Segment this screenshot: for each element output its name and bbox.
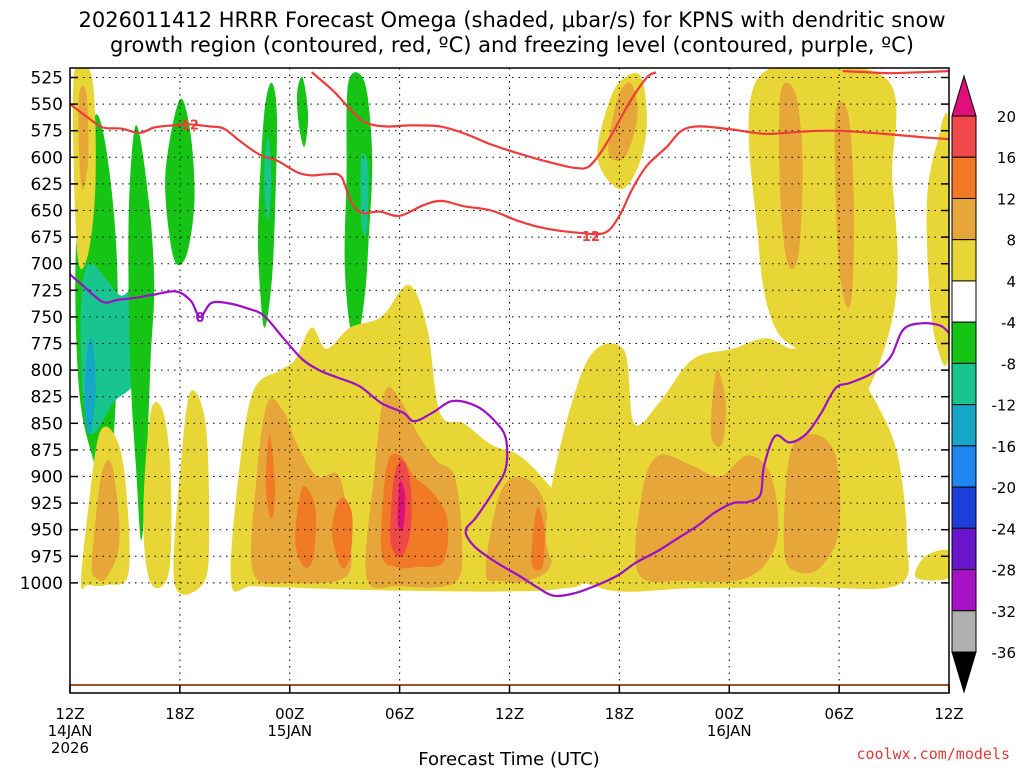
y-tick-label: 625 xyxy=(31,175,63,195)
omega-region-descent-right-orange-c xyxy=(710,369,726,447)
x-tick-label: 12Z xyxy=(934,705,963,723)
chart-title-line-2: growth region (contoured, red, ºC) and f… xyxy=(110,33,914,57)
colorbar-label: 20 xyxy=(997,108,1016,126)
x-tick-label: 12Z xyxy=(55,705,84,723)
omega-region-descent-late-upper-orange-a xyxy=(779,82,803,269)
colorbar-segment xyxy=(951,610,977,653)
colorbar-segment xyxy=(951,239,977,282)
y-tick-label: 525 xyxy=(31,69,63,89)
omega-region-ascent-column-6-core xyxy=(360,153,369,236)
omega-region-descent-dark-orange-c xyxy=(331,497,353,569)
colorbar-label: 8 xyxy=(1006,232,1016,250)
colorbar-label: 12 xyxy=(997,190,1016,208)
colorbar-segment xyxy=(951,569,977,612)
x-tick-label: 06Z xyxy=(385,705,414,723)
x-tick-date: 14JAN xyxy=(48,722,93,740)
omega-region-descent-dark-orange-b xyxy=(295,486,317,568)
y-tick-label: 950 xyxy=(31,521,63,541)
omega-region-ascent-column-6 xyxy=(344,72,373,341)
omega-region-ascent-column-2 xyxy=(128,125,155,541)
y-tick-label: 675 xyxy=(31,228,63,248)
omega-region-descent-low-3 xyxy=(173,390,210,595)
colorbar-label: 4 xyxy=(1006,273,1016,291)
colorbar-segment xyxy=(951,486,977,529)
y-tick-label: 550 xyxy=(31,95,63,115)
colorbar-label: 16 xyxy=(997,149,1016,167)
freezing-contour-label: 0 xyxy=(195,311,204,326)
x-axis-title: Forecast Time (UTC) xyxy=(418,749,599,768)
omega-region-descent-late-right xyxy=(926,112,949,366)
omega-region-descent-dark-orange-e xyxy=(531,507,545,571)
x-tick-date: 16JAN xyxy=(707,722,752,740)
chart-title-line-1: 2026011412 HRRR Forecast Omega (shaded, … xyxy=(78,8,946,32)
omega-region-descent-dark-orange-a xyxy=(265,433,276,520)
colorbar-segment xyxy=(951,527,977,571)
colorbar-label: -16 xyxy=(992,438,1017,456)
y-tick-label: 925 xyxy=(31,494,63,514)
omega-region-descent-late-right-bottom xyxy=(915,549,949,581)
colorbar-label: -12 xyxy=(992,397,1017,415)
y-tick-label: 975 xyxy=(31,547,63,567)
omega-region-ascent-column-5 xyxy=(296,76,309,147)
y-tick-label: 750 xyxy=(31,308,63,328)
omega-region-ascent-column-3 xyxy=(165,98,195,266)
x-tick-label: 00Z xyxy=(275,705,304,723)
y-tick-label: 775 xyxy=(31,335,63,355)
omega-region-descent-magenta xyxy=(397,480,406,531)
dgz-contour-dgz-lower xyxy=(310,71,657,170)
dgz-contour-dgz-upper xyxy=(70,103,949,236)
colorbar-top-triangle xyxy=(951,74,977,117)
colorbar-segment xyxy=(951,404,977,447)
colorbar-segment xyxy=(951,445,977,488)
omega-region-ascent-early-blue xyxy=(84,337,96,435)
colorbar-label: -8 xyxy=(1001,355,1016,373)
omega-region-descent-right-orange-b xyxy=(783,433,841,574)
dgz-contour-dgz-top-right xyxy=(842,70,949,75)
x-tick-label: 06Z xyxy=(824,705,853,723)
y-tick-label: 600 xyxy=(31,148,63,168)
x-tick-label: 12Z xyxy=(495,705,524,723)
colorbar-segment xyxy=(951,280,977,323)
y-tick-label: 575 xyxy=(31,122,63,142)
y-tick-label: 725 xyxy=(31,281,63,301)
colorbar-segment xyxy=(951,197,977,241)
omega-region-descent-low-left-orange xyxy=(91,460,120,582)
colorbar-label: -20 xyxy=(992,479,1017,497)
colorbar-label: -4 xyxy=(1001,314,1016,332)
x-tick-label: 18Z xyxy=(605,705,634,723)
y-tick-label: 1000 xyxy=(20,574,63,594)
colorbar-bottom-triangle xyxy=(951,651,977,694)
x-tick-date: 15JAN xyxy=(267,722,312,740)
x-tick-label: 00Z xyxy=(715,705,744,723)
colorbar-label: -28 xyxy=(992,562,1017,580)
dgz-contour-label: -12 xyxy=(175,118,199,133)
colorbar-segment xyxy=(951,362,977,406)
y-tick-label: 875 xyxy=(31,441,63,461)
x-tick-label: 18Z xyxy=(165,705,194,723)
colorbar-label: -36 xyxy=(992,644,1017,662)
dgz-contour-label: -12 xyxy=(576,230,600,245)
y-tick-label: 850 xyxy=(31,414,63,434)
y-tick-label: 825 xyxy=(31,388,63,408)
colorbar-segment xyxy=(951,321,977,364)
colorbar-segment xyxy=(951,115,977,158)
colorbar-label: -32 xyxy=(992,603,1017,621)
x-tick-year: 2026 xyxy=(51,739,89,757)
y-tick-label: 800 xyxy=(31,361,63,381)
y-tick-label: 900 xyxy=(31,468,63,488)
freezing-contour-freezing-level xyxy=(70,273,949,598)
site-credit: coolwx.com/models xyxy=(856,745,1010,763)
colorbar-segment xyxy=(951,156,977,199)
omega-region-descent-low-2 xyxy=(143,401,172,589)
y-tick-label: 650 xyxy=(31,202,63,222)
colorbar-label: -24 xyxy=(992,520,1017,538)
y-tick-label: 700 xyxy=(31,255,63,275)
